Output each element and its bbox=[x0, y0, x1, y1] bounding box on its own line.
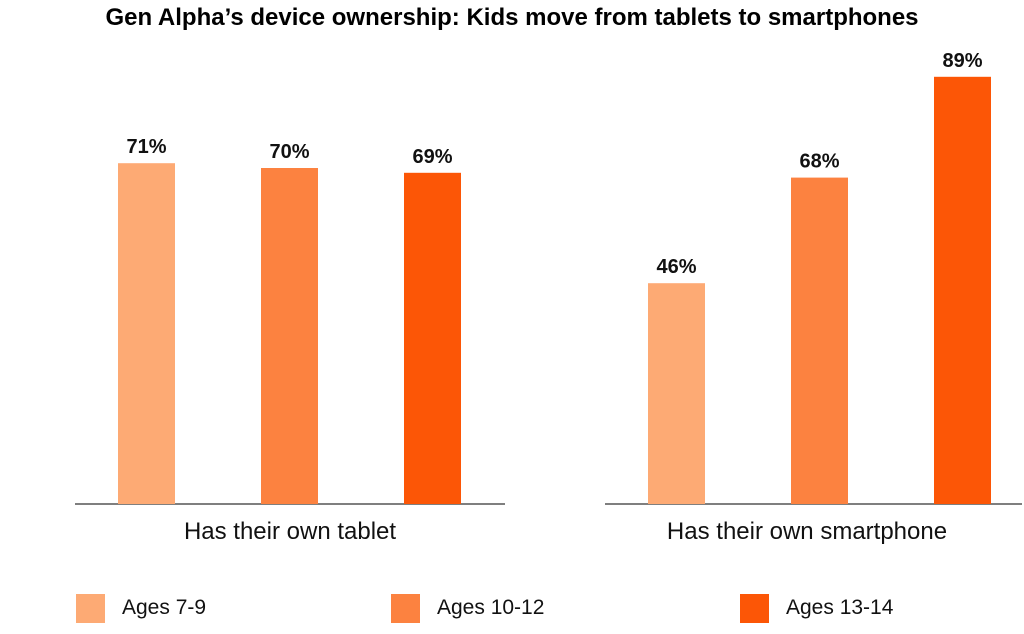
legend-label: Ages 13-14 bbox=[786, 596, 894, 619]
legend-swatch bbox=[76, 593, 105, 623]
legend-item-ages-13-14: Ages 13-14 bbox=[740, 592, 893, 624]
legend-item-ages-10-12: Ages 10-12 bbox=[391, 592, 544, 624]
legend-swatch bbox=[740, 593, 769, 623]
legend-item-ages-7-9: Ages 7-9 bbox=[76, 592, 206, 624]
bar bbox=[934, 76, 991, 505]
data-label: 70% bbox=[269, 141, 309, 163]
legend: Ages 7-9 Ages 10-12 Ages 13-14 bbox=[0, 592, 1024, 624]
data-label: 46% bbox=[656, 256, 696, 278]
legend-label: Ages 10-12 bbox=[437, 596, 545, 619]
category-label: Has their own smartphone bbox=[667, 518, 947, 545]
category-label: Has their own tablet bbox=[184, 518, 396, 545]
bar bbox=[261, 168, 318, 504]
data-label: 68% bbox=[799, 151, 839, 173]
bar bbox=[404, 172, 461, 505]
bar bbox=[118, 163, 175, 504]
chart-title: Gen Alpha’s device ownership: Kids move … bbox=[105, 4, 919, 31]
bar bbox=[648, 283, 705, 504]
legend-label: Ages 7-9 bbox=[122, 596, 207, 619]
data-label: 71% bbox=[126, 136, 166, 158]
data-label: 69% bbox=[412, 146, 452, 168]
legend-swatch bbox=[391, 593, 420, 623]
bar bbox=[791, 177, 848, 504]
plot-area: 71% 70% 69% Has their own tablet 46% 68% 89% Ha… bbox=[75, 50, 1022, 545]
bar-chart: 71% 70% 69% Has their own tablet 46% 68% 89% Ha… bbox=[75, 50, 1022, 545]
data-label: 89% bbox=[942, 50, 982, 72]
